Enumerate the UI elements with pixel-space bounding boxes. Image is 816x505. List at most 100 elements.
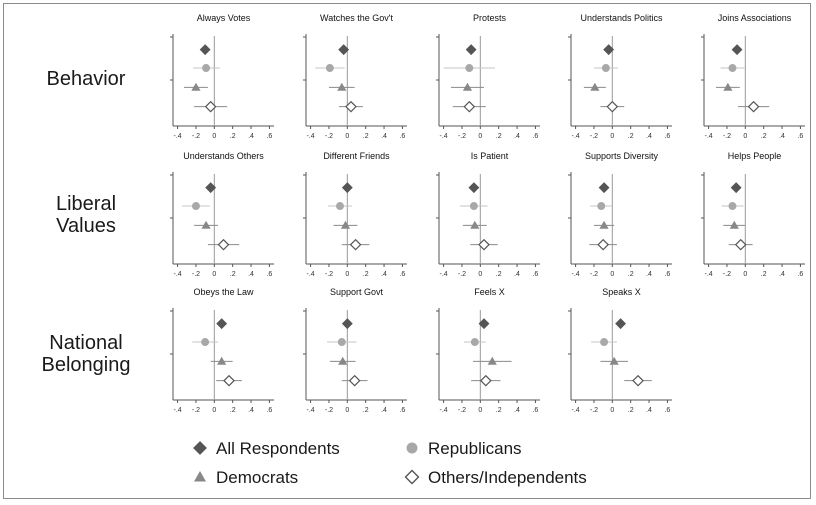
legend-marker xyxy=(194,471,206,482)
x-tick-label: -.2 xyxy=(192,407,200,414)
x-tick-label: .6 xyxy=(399,271,405,278)
x-tick-label: -.4 xyxy=(440,407,448,414)
x-tick-label: -.4 xyxy=(174,133,182,140)
x-tick-label: 0 xyxy=(610,133,614,140)
x-tick-label: .6 xyxy=(399,407,405,414)
x-tick-label: .4 xyxy=(381,407,387,414)
x-tick-label: .4 xyxy=(514,271,520,278)
point-estimate xyxy=(479,374,492,387)
point-estimate xyxy=(337,82,347,91)
point-estimate xyxy=(205,182,217,194)
x-tick-label: -.4 xyxy=(174,271,182,278)
x-tick-label: .6 xyxy=(532,133,538,140)
x-tick-label: .2 xyxy=(363,407,369,414)
x-tick-label: .2 xyxy=(628,271,634,278)
point-estimate xyxy=(201,220,211,229)
x-tick-label: 0 xyxy=(478,133,482,140)
x-tick-label: .6 xyxy=(797,133,803,140)
point-estimate xyxy=(728,202,737,211)
x-tick-label: 0 xyxy=(478,271,482,278)
panel-title: Protests xyxy=(473,13,507,23)
x-tick-label: .6 xyxy=(532,407,538,414)
x-tick-label: -.4 xyxy=(307,271,315,278)
point-estimate xyxy=(223,374,235,387)
x-tick-label: .2 xyxy=(761,133,767,140)
panel-title: Obeys the Law xyxy=(193,287,254,297)
legend-label: Others/Independents xyxy=(428,468,587,487)
x-tick-label: .4 xyxy=(779,133,785,140)
point-estimate xyxy=(341,318,353,330)
panel-title: Is Patient xyxy=(471,151,509,161)
legend-label: Democrats xyxy=(216,468,298,487)
point-estimate xyxy=(609,356,619,365)
x-tick-label: -.4 xyxy=(572,133,580,140)
x-tick-label: .2 xyxy=(363,133,369,140)
x-tick-label: .4 xyxy=(646,133,652,140)
x-tick-label: -.4 xyxy=(572,407,580,414)
row-label: Values xyxy=(56,215,116,237)
panel-title: Joins Associations xyxy=(718,13,792,23)
x-tick-label: .6 xyxy=(399,133,405,140)
x-tick-label: -.2 xyxy=(325,407,333,414)
point-estimate xyxy=(731,44,743,56)
point-estimate xyxy=(199,44,211,56)
x-tick-label: 0 xyxy=(743,133,747,140)
point-estimate xyxy=(606,100,619,113)
panel-title: Feels X xyxy=(474,287,505,297)
x-tick-label: -.4 xyxy=(440,133,448,140)
row-label: Behavior xyxy=(47,68,126,90)
point-estimate xyxy=(598,182,610,194)
x-tick-label: 0 xyxy=(345,133,349,140)
x-tick-label: -.2 xyxy=(192,133,200,140)
x-tick-label: -.2 xyxy=(458,407,466,414)
x-tick-label: .6 xyxy=(664,271,670,278)
x-tick-label: -.4 xyxy=(307,133,315,140)
x-tick-label: .6 xyxy=(797,271,803,278)
x-tick-label: .2 xyxy=(496,407,502,414)
x-tick-label: -.2 xyxy=(192,271,200,278)
point-estimate xyxy=(325,64,334,73)
row-label: Belonging xyxy=(42,354,131,376)
coefficient-plot-grid: Behavior Always Votes -.4 -.2 0 .2 .4 .6 Watches… xyxy=(42,13,805,487)
x-tick-label: .4 xyxy=(248,133,254,140)
point-estimate xyxy=(201,338,210,347)
point-estimate xyxy=(341,182,353,194)
x-tick-label: -.4 xyxy=(572,271,580,278)
x-tick-label: .4 xyxy=(248,271,254,278)
x-tick-label: .4 xyxy=(779,271,785,278)
legend-marker xyxy=(193,441,207,455)
x-tick-label: .2 xyxy=(230,407,236,414)
panel-title: Always Votes xyxy=(197,13,251,23)
point-estimate xyxy=(470,220,480,229)
figure-frame: Behavior Always Votes -.4 -.2 0 .2 .4 .6 Watches… xyxy=(3,3,811,499)
x-tick-label: 0 xyxy=(610,407,614,414)
point-estimate xyxy=(468,182,480,194)
point-estimate xyxy=(729,220,739,229)
point-estimate xyxy=(590,82,600,91)
point-estimate xyxy=(478,238,490,251)
x-tick-label: -.4 xyxy=(705,133,713,140)
point-estimate xyxy=(615,318,627,330)
x-tick-label: .4 xyxy=(381,133,387,140)
x-tick-label: .4 xyxy=(514,407,520,414)
panel-title: Supports Diversity xyxy=(585,151,659,161)
point-estimate xyxy=(462,82,473,91)
x-tick-label: 0 xyxy=(743,271,747,278)
point-estimate xyxy=(191,202,200,211)
point-estimate xyxy=(463,100,476,113)
x-tick-label: .4 xyxy=(646,271,652,278)
point-estimate xyxy=(202,64,211,73)
x-tick-label: -.2 xyxy=(590,271,598,278)
panel-title: Understands Others xyxy=(183,151,264,161)
x-tick-label: .6 xyxy=(266,407,272,414)
x-tick-label: -.4 xyxy=(440,271,448,278)
x-tick-label: -.4 xyxy=(705,271,713,278)
point-estimate xyxy=(597,202,606,211)
point-estimate xyxy=(349,238,362,251)
x-tick-label: .6 xyxy=(532,271,538,278)
x-tick-label: -.2 xyxy=(458,133,466,140)
legend-marker xyxy=(406,442,418,454)
x-tick-label: 0 xyxy=(345,407,349,414)
point-estimate xyxy=(465,64,474,73)
point-estimate xyxy=(747,100,760,113)
